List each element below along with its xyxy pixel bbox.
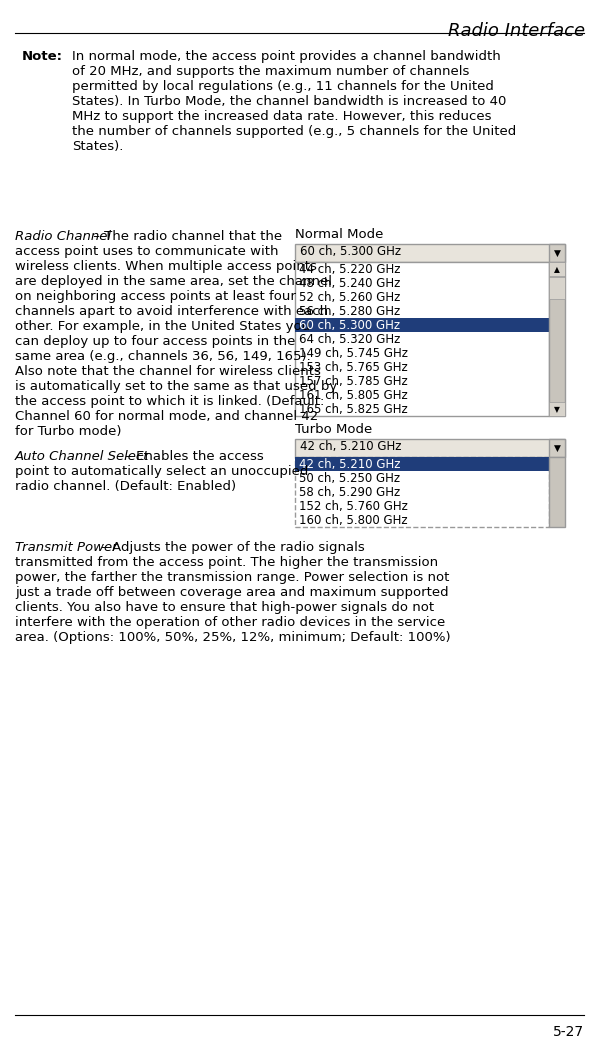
FancyBboxPatch shape	[549, 262, 565, 276]
Text: 52 ch, 5.260 GHz: 52 ch, 5.260 GHz	[299, 291, 400, 304]
Text: 58 ch, 5.290 GHz: 58 ch, 5.290 GHz	[299, 486, 400, 499]
Text: MHz to support the increased data rate. However, this reduces: MHz to support the increased data rate. …	[72, 110, 492, 123]
Text: of 20 MHz, and supports the maximum number of channels: of 20 MHz, and supports the maximum numb…	[72, 65, 470, 78]
Text: transmitted from the access point. The higher the transmission: transmitted from the access point. The h…	[15, 556, 438, 569]
Text: just a trade off between coverage area and maximum supported: just a trade off between coverage area a…	[15, 586, 449, 599]
Text: 42 ch, 5.210 GHz: 42 ch, 5.210 GHz	[300, 440, 401, 453]
Text: 5-27: 5-27	[553, 1025, 584, 1039]
Text: wireless clients. When multiple access points: wireless clients. When multiple access p…	[15, 260, 317, 273]
Text: radio channel. (Default: Enabled): radio channel. (Default: Enabled)	[15, 480, 236, 493]
Text: Channel 60 for normal mode, and channel 42: Channel 60 for normal mode, and channel …	[15, 410, 318, 423]
Text: – Enables the access: – Enables the access	[121, 450, 264, 463]
FancyBboxPatch shape	[295, 262, 549, 416]
Text: for Turbo mode): for Turbo mode)	[15, 425, 122, 438]
FancyBboxPatch shape	[295, 457, 549, 471]
Text: 64 ch, 5.320 GHz: 64 ch, 5.320 GHz	[299, 333, 400, 346]
FancyBboxPatch shape	[295, 318, 549, 332]
Text: point to automatically select an unoccupied: point to automatically select an unoccup…	[15, 465, 308, 478]
Text: power, the farther the transmission range. Power selection is not: power, the farther the transmission rang…	[15, 571, 449, 584]
FancyBboxPatch shape	[549, 439, 565, 457]
Text: the number of channels supported (e.g., 5 channels for the United: the number of channels supported (e.g., …	[72, 126, 516, 138]
Text: Radio Channel: Radio Channel	[15, 230, 111, 243]
Text: are deployed in the same area, set the channel: are deployed in the same area, set the c…	[15, 275, 332, 288]
Text: 60 ch, 5.300 GHz: 60 ch, 5.300 GHz	[299, 319, 400, 332]
Text: 161 ch, 5.805 GHz: 161 ch, 5.805 GHz	[299, 389, 408, 402]
FancyBboxPatch shape	[549, 277, 565, 299]
Text: 50 ch, 5.250 GHz: 50 ch, 5.250 GHz	[299, 472, 400, 485]
Text: States).: States).	[72, 140, 123, 153]
Text: Normal Mode: Normal Mode	[295, 228, 383, 241]
Text: permitted by local regulations (e.g., 11 channels for the United: permitted by local regulations (e.g., 11…	[72, 79, 494, 93]
Text: 152 ch, 5.760 GHz: 152 ch, 5.760 GHz	[299, 500, 408, 513]
Text: other. For example, in the United States you: other. For example, in the United States…	[15, 320, 310, 333]
FancyBboxPatch shape	[549, 244, 565, 262]
Text: Turbo Mode: Turbo Mode	[295, 423, 372, 436]
Text: channels apart to avoid interference with each: channels apart to avoid interference wit…	[15, 305, 328, 318]
Text: 44 ch, 5.220 GHz: 44 ch, 5.220 GHz	[299, 263, 401, 276]
Text: ▼: ▼	[554, 405, 560, 414]
Text: can deploy up to four access points in the: can deploy up to four access points in t…	[15, 335, 295, 348]
Text: 149 ch, 5.745 GHz: 149 ch, 5.745 GHz	[299, 347, 408, 360]
Text: same area (e.g., channels 36, 56, 149, 165).: same area (e.g., channels 36, 56, 149, 1…	[15, 350, 311, 363]
Text: interfere with the operation of other radio devices in the service: interfere with the operation of other ra…	[15, 616, 445, 629]
Text: 48 ch, 5.240 GHz: 48 ch, 5.240 GHz	[299, 277, 400, 290]
Text: In normal mode, the access point provides a channel bandwidth: In normal mode, the access point provide…	[72, 50, 501, 63]
Text: States). In Turbo Mode, the channel bandwidth is increased to 40: States). In Turbo Mode, the channel band…	[72, 95, 506, 108]
Text: ▼: ▼	[553, 249, 561, 258]
Text: 42 ch, 5.210 GHz: 42 ch, 5.210 GHz	[299, 458, 401, 471]
Text: access point uses to communicate with: access point uses to communicate with	[15, 245, 279, 258]
Text: Auto Channel Select: Auto Channel Select	[15, 450, 149, 463]
Text: 153 ch, 5.765 GHz: 153 ch, 5.765 GHz	[299, 361, 408, 374]
Text: on neighboring access points at least four: on neighboring access points at least fo…	[15, 290, 296, 303]
Text: is automatically set to the same as that used by: is automatically set to the same as that…	[15, 380, 337, 393]
Text: clients. You also have to ensure that high-power signals do not: clients. You also have to ensure that hi…	[15, 601, 434, 614]
Text: ▲: ▲	[554, 265, 560, 274]
Text: Transmit Power: Transmit Power	[15, 541, 117, 554]
Text: 165 ch, 5.825 GHz: 165 ch, 5.825 GHz	[299, 403, 408, 416]
Text: the access point to which it is linked. (Default:: the access point to which it is linked. …	[15, 395, 325, 408]
FancyBboxPatch shape	[295, 439, 565, 457]
Text: – The radio channel that the: – The radio channel that the	[89, 230, 282, 243]
FancyBboxPatch shape	[295, 244, 565, 262]
Text: area. (Options: 100%, 50%, 25%, 12%, minimum; Default: 100%): area. (Options: 100%, 50%, 25%, 12%, min…	[15, 631, 450, 644]
Text: 60 ch, 5.300 GHz: 60 ch, 5.300 GHz	[300, 245, 401, 258]
Text: 157 ch, 5.785 GHz: 157 ch, 5.785 GHz	[299, 376, 408, 388]
FancyBboxPatch shape	[549, 457, 565, 527]
FancyBboxPatch shape	[295, 457, 549, 527]
FancyBboxPatch shape	[549, 402, 565, 416]
Text: 56 ch, 5.280 GHz: 56 ch, 5.280 GHz	[299, 305, 400, 318]
Text: Radio Interface: Radio Interface	[448, 22, 585, 40]
Text: ▼: ▼	[553, 444, 561, 453]
Text: 160 ch, 5.800 GHz: 160 ch, 5.800 GHz	[299, 514, 408, 527]
FancyBboxPatch shape	[549, 262, 565, 416]
Text: Also note that the channel for wireless clients: Also note that the channel for wireless …	[15, 365, 321, 378]
Text: Note:: Note:	[22, 50, 63, 63]
Text: – Adjusts the power of the radio signals: – Adjusts the power of the radio signals	[97, 541, 365, 554]
